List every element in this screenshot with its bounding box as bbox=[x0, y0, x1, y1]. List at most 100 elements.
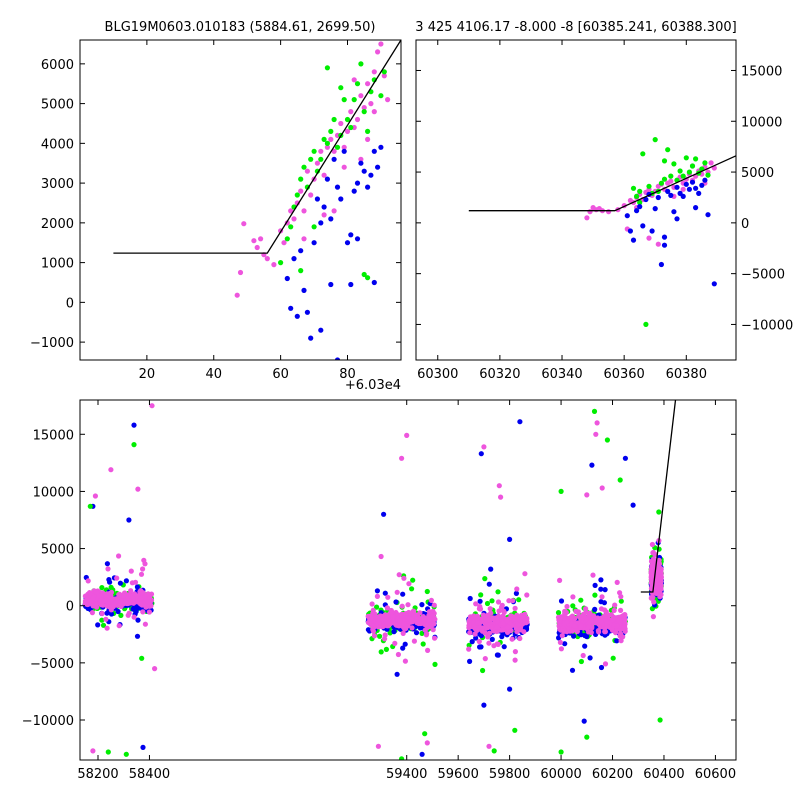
bottom-x-tick-label: 59800 bbox=[489, 767, 530, 782]
outlier-green-point bbox=[131, 442, 136, 447]
outlier-blue-point bbox=[507, 537, 512, 542]
tr-title: 3 425 4106.17 -8.000 -8 [60385.241, 6038… bbox=[415, 20, 736, 35]
tr-magenta-point bbox=[646, 236, 651, 241]
tl-blue-point bbox=[378, 145, 383, 150]
season-3-magenta-point bbox=[583, 606, 588, 611]
season-1-magenta-point bbox=[389, 610, 394, 615]
season-3-magenta-point bbox=[602, 607, 607, 612]
season-1-green-point bbox=[421, 641, 426, 646]
season-3-blue-point bbox=[598, 599, 603, 604]
season-1-green-point bbox=[379, 649, 384, 654]
tr-blue-point bbox=[699, 183, 704, 188]
season-0-magenta-point bbox=[132, 615, 137, 620]
season-2-magenta-point bbox=[524, 592, 529, 597]
tl-magenta-point bbox=[301, 208, 306, 213]
tl-blue-point bbox=[355, 236, 360, 241]
season-0-magenta-point bbox=[117, 600, 122, 605]
outlier-green-point bbox=[592, 409, 597, 414]
tl-blue-point bbox=[301, 288, 306, 293]
tr-blue-point bbox=[653, 206, 658, 211]
tr-blue-point bbox=[637, 204, 642, 209]
season-2-magenta-point bbox=[500, 614, 505, 619]
tr-y-tick-label: 5000 bbox=[741, 166, 774, 181]
season-4-magenta-point bbox=[649, 571, 654, 576]
tl-blue-point bbox=[338, 196, 343, 201]
outlier-green-point bbox=[139, 656, 144, 661]
figure: 20 40 60 80−10000100020003000400050006000 B… bbox=[0, 0, 800, 800]
season-2-magenta-point bbox=[488, 611, 493, 616]
season-2-blue-point bbox=[470, 639, 475, 644]
season-0-magenta-point bbox=[138, 597, 143, 602]
season-2-magenta-point bbox=[471, 615, 476, 620]
season-2-magenta-point bbox=[517, 636, 522, 641]
tr-green-point bbox=[646, 184, 651, 189]
season-1-magenta-point bbox=[376, 620, 381, 625]
outlier-green-point bbox=[656, 509, 661, 514]
outlier-green-point bbox=[559, 749, 564, 754]
season-3-magenta-point bbox=[568, 615, 573, 620]
tr-blue-point bbox=[687, 187, 692, 192]
tl-magenta-point bbox=[258, 236, 263, 241]
season-2-magenta-point bbox=[509, 637, 514, 642]
season-1-magenta-point bbox=[432, 636, 437, 641]
tl-magenta-point bbox=[338, 121, 343, 126]
season-2-magenta-point bbox=[475, 621, 480, 626]
season-2-magenta-point bbox=[477, 639, 482, 644]
tl-blue-point bbox=[335, 185, 340, 190]
tl-blue-point bbox=[298, 248, 303, 253]
season-0-magenta-point bbox=[96, 593, 101, 598]
tl-magenta-point bbox=[385, 97, 390, 102]
season-1-magenta-point bbox=[397, 623, 402, 628]
season-0-blue-point bbox=[105, 561, 110, 566]
tr-data-points bbox=[469, 137, 736, 327]
panel-top-left: 20 40 60 80−10000100020003000400050006000 B… bbox=[30, 20, 401, 393]
season-2-magenta-point bbox=[513, 649, 518, 654]
season-1-magenta-point bbox=[370, 601, 375, 606]
tr-green-point bbox=[643, 322, 648, 327]
season-3-magenta-point bbox=[570, 594, 575, 599]
season-2-magenta-point bbox=[466, 647, 471, 652]
season-1-magenta-point bbox=[429, 598, 434, 603]
tl-blue-point bbox=[345, 240, 350, 245]
season-2-blue-point bbox=[499, 634, 504, 639]
season-1-magenta-point bbox=[397, 618, 402, 623]
season-3-magenta-point bbox=[557, 617, 562, 622]
season-3-blue-point bbox=[598, 577, 603, 582]
season-3-magenta-point bbox=[603, 661, 608, 666]
outlier-blue-point bbox=[507, 687, 512, 692]
season-1-blue-point bbox=[391, 629, 396, 634]
tr-green-point bbox=[662, 158, 667, 163]
season-3-magenta-point bbox=[603, 614, 608, 619]
season-2-magenta-point bbox=[522, 571, 527, 576]
season-2-magenta-point bbox=[512, 616, 517, 621]
outlier-magenta-point bbox=[376, 744, 381, 749]
season-0-blue-point bbox=[131, 606, 136, 611]
tl-green-point bbox=[301, 165, 306, 170]
tl-x-tick-label: 20 bbox=[139, 367, 156, 382]
season-1-magenta-point bbox=[406, 581, 411, 586]
season-2-green-point bbox=[482, 576, 487, 581]
season-3-blue-point bbox=[592, 607, 597, 612]
tl-green-point bbox=[342, 97, 347, 102]
tl-blue-point bbox=[291, 256, 296, 261]
season-3-magenta-point bbox=[564, 620, 569, 625]
season-1-magenta-point bbox=[432, 603, 437, 608]
season-4-magenta-point bbox=[655, 574, 660, 579]
bottom-data-points bbox=[83, 400, 676, 762]
season-3-magenta-point bbox=[564, 604, 569, 609]
tr-blue-point bbox=[671, 209, 676, 214]
tr-green-point bbox=[681, 174, 686, 179]
season-2-magenta-point bbox=[500, 603, 505, 608]
tr-blue-point bbox=[674, 216, 679, 221]
season-3-magenta-point bbox=[618, 634, 623, 639]
season-3-magenta-point bbox=[622, 612, 627, 617]
tl-magenta-point bbox=[255, 245, 260, 250]
outlier-magenta-point bbox=[600, 485, 605, 490]
tl-title: BLG19M0603.010183 (5884.61, 2699.50) bbox=[105, 20, 376, 35]
tl-blue-point bbox=[285, 276, 290, 281]
outlier-blue-point bbox=[517, 419, 522, 424]
season-3-green-point bbox=[578, 598, 583, 603]
season-2-blue-point bbox=[514, 591, 519, 596]
bottom-x-tick-label: 59400 bbox=[386, 767, 427, 782]
tr-y-tick-label: −5000 bbox=[741, 268, 785, 283]
